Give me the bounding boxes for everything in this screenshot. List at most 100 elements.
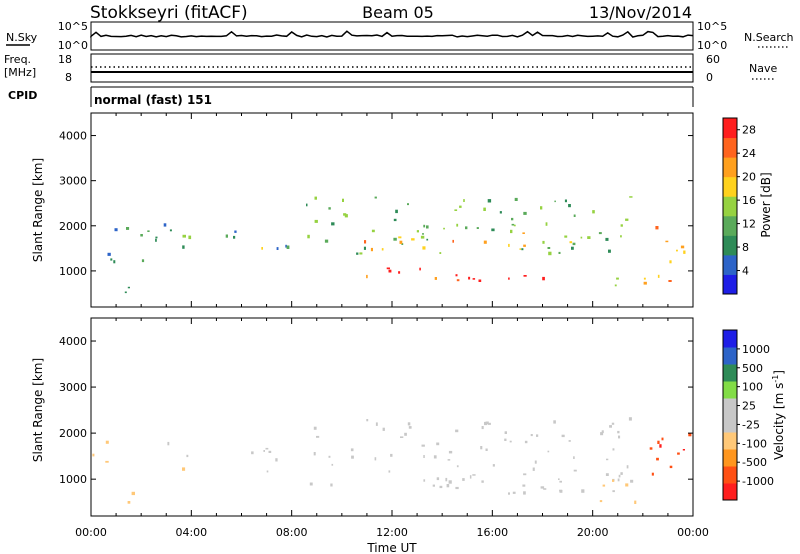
data-cell bbox=[680, 245, 685, 249]
colorbar-swatch bbox=[723, 215, 737, 236]
data-cell bbox=[131, 491, 135, 496]
data-cell bbox=[436, 477, 440, 481]
data-cell bbox=[651, 472, 654, 476]
data-cell bbox=[105, 460, 109, 463]
data-cell bbox=[618, 435, 621, 439]
data-cell bbox=[233, 235, 236, 239]
data-cell bbox=[669, 465, 673, 469]
data-cell bbox=[370, 247, 373, 252]
data-cell bbox=[400, 436, 404, 438]
velocity-ylabel: Slant Range [km] bbox=[31, 358, 45, 462]
data-cell bbox=[598, 232, 602, 235]
noise-line bbox=[90, 30, 694, 38]
data-cell bbox=[306, 203, 308, 207]
data-cell bbox=[611, 422, 615, 425]
colorbar-swatch bbox=[723, 415, 737, 433]
data-cell bbox=[519, 248, 521, 250]
data-cell bbox=[485, 421, 489, 424]
data-cell bbox=[628, 417, 632, 421]
data-cell bbox=[542, 240, 545, 244]
data-cell bbox=[375, 422, 378, 426]
colorbar-tick-label: 500 bbox=[742, 362, 763, 375]
nave-tick-top: 60 bbox=[706, 53, 720, 66]
nave-label: Nave bbox=[749, 62, 777, 75]
y-tick-label: 3000 bbox=[59, 381, 87, 394]
data-cell bbox=[592, 210, 595, 214]
data-cell bbox=[182, 245, 185, 249]
data-cell bbox=[92, 453, 95, 457]
data-cell bbox=[469, 475, 472, 479]
data-cell bbox=[411, 238, 415, 241]
data-cell bbox=[423, 224, 426, 228]
data-cell bbox=[513, 224, 516, 227]
colorbar-tick-label: 1000 bbox=[742, 343, 770, 356]
nsearch-tick-bottom: 10^0 bbox=[697, 39, 727, 52]
data-cell bbox=[564, 199, 567, 203]
data-cell bbox=[382, 427, 385, 431]
data-cell bbox=[331, 222, 335, 226]
data-cell bbox=[436, 442, 440, 446]
data-cell bbox=[523, 211, 527, 215]
data-cell bbox=[524, 440, 528, 444]
data-cell bbox=[530, 434, 533, 437]
x-tick-label: 00:00 bbox=[677, 526, 709, 539]
data-cell bbox=[463, 199, 465, 202]
data-cell bbox=[163, 223, 167, 227]
data-cell bbox=[426, 225, 429, 229]
data-cell bbox=[416, 230, 419, 233]
data-cell bbox=[612, 479, 615, 482]
data-cell bbox=[443, 227, 445, 230]
data-cell bbox=[275, 458, 278, 462]
data-cell bbox=[616, 277, 619, 280]
data-cell bbox=[263, 450, 265, 452]
data-cell bbox=[612, 490, 615, 493]
data-cell bbox=[649, 447, 653, 450]
data-cell bbox=[169, 229, 172, 232]
colorbar-swatch bbox=[723, 398, 737, 416]
power-x-ticks bbox=[90, 113, 694, 307]
data-cell bbox=[483, 240, 487, 244]
colorbar-swatch bbox=[723, 364, 737, 382]
data-cell bbox=[559, 480, 562, 483]
data-cell bbox=[155, 236, 158, 239]
data-cell bbox=[600, 432, 604, 436]
velocity-colorbar: 1000 500 100 25 -25 -100 -500 -1000 bbox=[722, 329, 774, 501]
data-cell bbox=[499, 211, 502, 214]
data-cell bbox=[543, 488, 547, 490]
data-cell bbox=[307, 234, 310, 239]
x-tick-label: 20:00 bbox=[577, 526, 609, 539]
noise-panel: N.Sky 10^5 10^0 N.Search 10^5 10^0 bbox=[6, 20, 794, 52]
data-cell bbox=[504, 438, 507, 441]
data-cell bbox=[481, 480, 484, 483]
data-cell bbox=[484, 421, 487, 426]
data-cell bbox=[618, 474, 621, 478]
header: Stokkseyri (fitACF) Beam 05 13/Nov/2014 bbox=[90, 3, 692, 23]
data-cell bbox=[423, 455, 425, 458]
data-cell bbox=[328, 455, 331, 458]
colorbar-tick-label: 12 bbox=[742, 218, 756, 231]
data-cell bbox=[676, 249, 678, 252]
nsky-tick-bottom: 10^0 bbox=[58, 39, 88, 52]
data-cell bbox=[462, 478, 465, 481]
station-title: Stokkseyri (fitACF) bbox=[90, 3, 248, 23]
data-cell bbox=[523, 491, 526, 495]
data-cell bbox=[657, 274, 660, 278]
data-cell bbox=[188, 235, 192, 240]
data-cell bbox=[330, 483, 333, 487]
data-cell bbox=[504, 431, 507, 434]
data-cell bbox=[261, 247, 263, 250]
data-cell bbox=[534, 460, 537, 464]
data-cell bbox=[617, 478, 620, 482]
data-cell bbox=[547, 450, 550, 453]
data-cell bbox=[225, 234, 228, 238]
data-cell bbox=[350, 448, 354, 452]
data-cell bbox=[508, 277, 510, 280]
colorbar-swatch bbox=[723, 254, 737, 275]
data-cell bbox=[620, 472, 623, 475]
data-cell bbox=[581, 489, 585, 493]
data-cell bbox=[558, 478, 560, 480]
data-cell bbox=[314, 219, 318, 223]
colorbar-tick-label: 24 bbox=[742, 147, 756, 160]
data-cell bbox=[374, 196, 377, 199]
data-cell bbox=[492, 464, 495, 467]
